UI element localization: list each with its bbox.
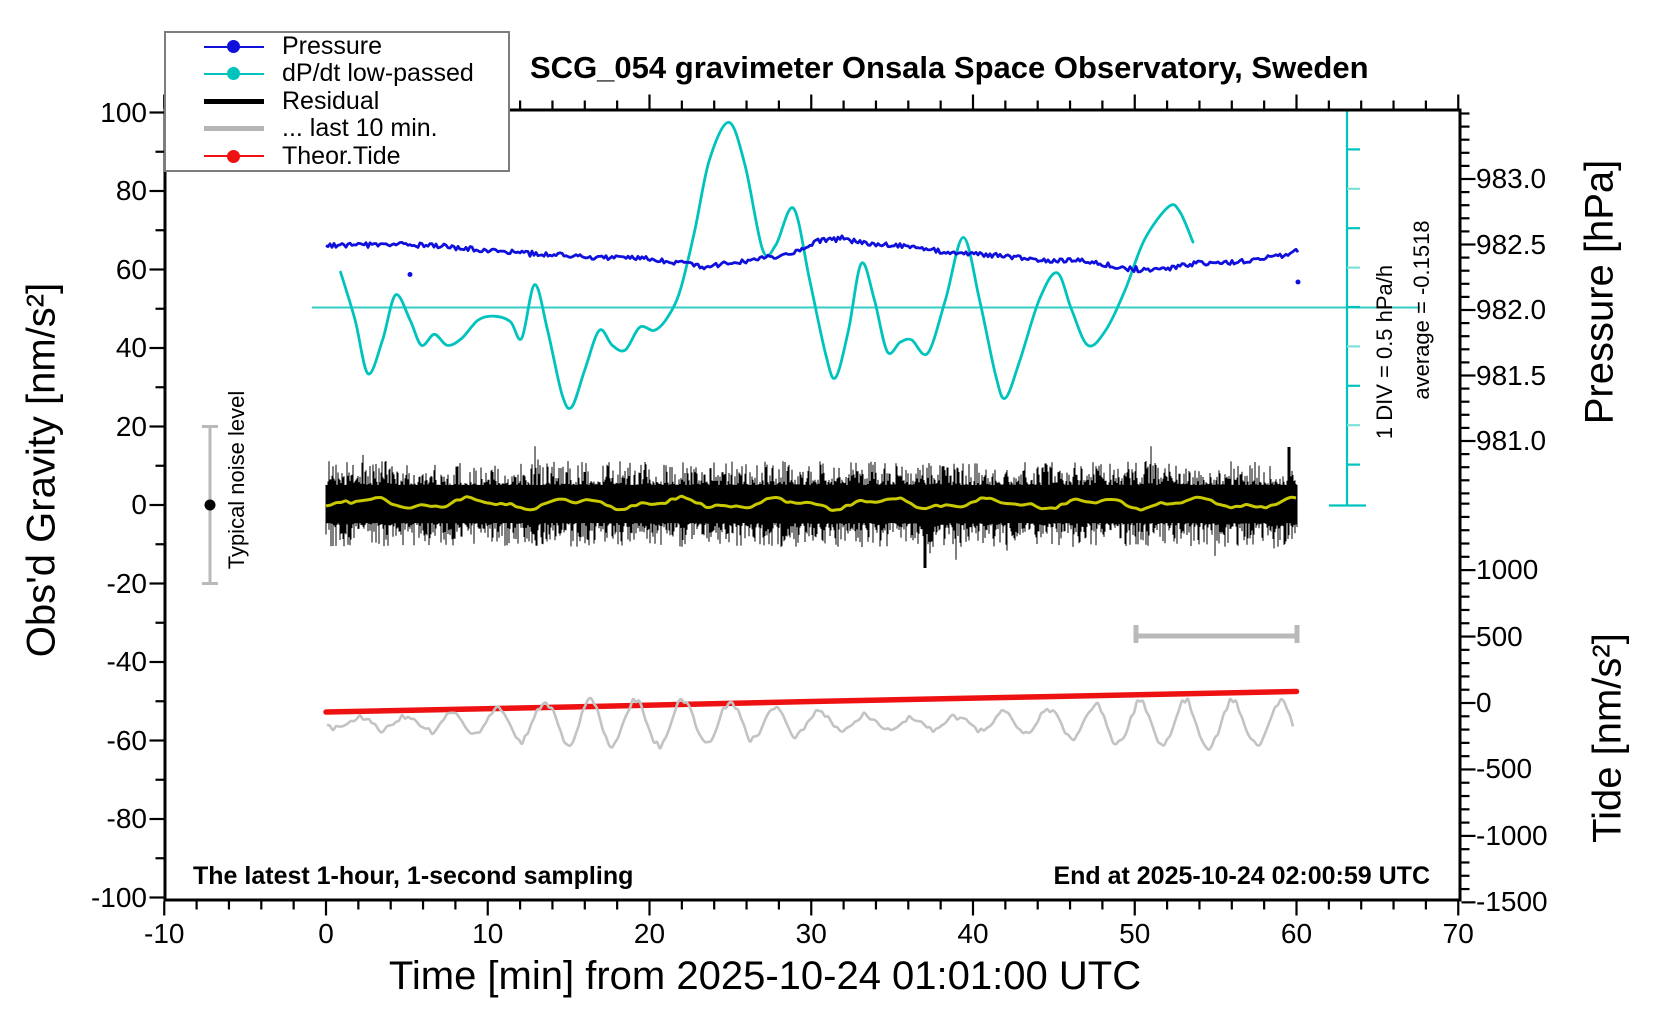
pressure-tick-label: 981.0 (1476, 425, 1547, 456)
tide-tick-label: 1000 (1476, 554, 1539, 586)
legend-label: ... last 10 min. (282, 114, 438, 143)
legend-item-dp-dt-low-passed: dP/dt low-passed (166, 60, 508, 87)
dpdt-scale-axis (1329, 110, 1366, 507)
gravity-tick-label: -80 (106, 803, 147, 834)
noise-level-dot (204, 499, 216, 511)
x-tick-label: 50 (1119, 918, 1151, 949)
x-tick-label: 40 (957, 918, 989, 949)
sampling-note: The latest 1-hour, 1-second sampling (193, 862, 634, 890)
dpdt-scale-label: 1 DIV = 0.5 hPa/h (1372, 264, 1397, 440)
gravity-tick-label: 60 (115, 253, 147, 285)
x-tick-label: -10 (144, 918, 185, 949)
plot-frame (163, 108, 1462, 902)
x-axis-title: Time [min] from 2025-10-24 01:01:00 UTC (388, 954, 1142, 998)
legend-marker-theor-tide (204, 143, 264, 170)
noise-level-bar (202, 425, 218, 585)
noise-level-label: Typical noise level (224, 390, 249, 570)
legend-label: Theor.Tide (282, 141, 401, 170)
gravity-tick-label: 80 (115, 175, 147, 206)
gravity-tick-label: -60 (106, 724, 147, 756)
legend-marker-dp-dt-low-passed (204, 60, 264, 87)
tide-axis-title: Tide [nm/s²] (1585, 633, 1630, 843)
x-tick-label: 30 (795, 918, 827, 949)
gravity-tick-label: 100 (100, 96, 147, 128)
gravity-tick-label: 20 (115, 410, 147, 442)
last10min-curve (326, 696, 1295, 751)
dpdt-average-label: average = -0.1518 (1409, 220, 1434, 400)
legend-marker-pressure (204, 33, 264, 60)
pressure-tick-label: 982.5 (1476, 228, 1547, 260)
legend: Pressure dP/dt low-passed Residual... last… (164, 31, 510, 172)
axis-ticks (149, 94, 1476, 916)
theor-tide-curve (323, 688, 1300, 715)
end-time-note: End at 2025-10-24 02:00:59 UTC (1053, 862, 1430, 890)
legend-item-theor-tide: Theor.Tide (166, 141, 508, 170)
legend-marker-last-10-min (204, 115, 264, 142)
gravity-tick-label: 0 (131, 489, 147, 520)
legend-label: dP/dt low-passed (282, 59, 474, 88)
legend-item-residual: Residual (166, 86, 508, 115)
x-tick-label: 0 (318, 918, 334, 949)
x-tick-label: 60 (1280, 918, 1313, 949)
tide-tick-label: 500 (1476, 620, 1523, 652)
gravity-tick-label: 40 (115, 332, 147, 363)
page-title: SCG_054 gravimeter Onsala Space Observat… (530, 50, 1369, 85)
tide-tick-label: -1000 (1476, 819, 1548, 851)
legend-label: Residual (282, 86, 380, 115)
gravity-tick-label: -40 (106, 646, 147, 677)
residual-lowpass-curve (325, 494, 1297, 512)
x-tick-label: 70 (1442, 918, 1474, 949)
pressure-tick-label: 983.0 (1476, 163, 1547, 194)
pressure-curve (325, 234, 1301, 285)
dpdt-curve (339, 120, 1195, 410)
legend-item-pressure: Pressure (166, 33, 508, 60)
legend-item-last-10-min: ... last 10 min. (166, 115, 508, 142)
last10min-bracket (1133, 625, 1300, 643)
legend-marker-residual (204, 88, 264, 115)
x-tick-label: 10 (472, 918, 504, 949)
pressure-tick-label: 981.5 (1476, 359, 1547, 391)
tide-tick-label: 0 (1476, 687, 1492, 718)
tide-tick-label: -1500 (1476, 886, 1548, 918)
pressure-tick-label: 982.0 (1476, 294, 1547, 325)
legend-label: Pressure (282, 32, 383, 60)
x-tick-label: 20 (633, 918, 666, 949)
tide-tick-label: -500 (1476, 753, 1533, 785)
gravity-tick-label: -20 (106, 567, 147, 599)
gravity-tick-label: -100 (90, 881, 147, 913)
